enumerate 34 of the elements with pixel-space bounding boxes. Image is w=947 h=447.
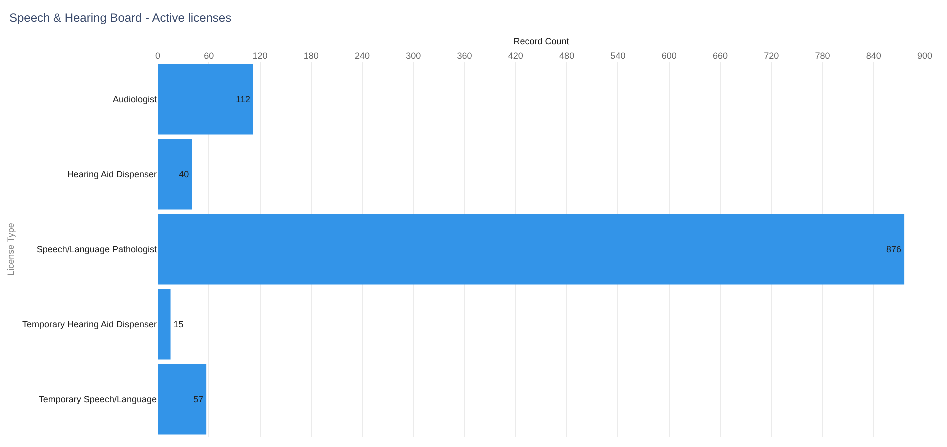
y-axis-title: License Type bbox=[6, 223, 16, 276]
x-tick-label: 480 bbox=[560, 51, 575, 62]
bar bbox=[158, 289, 171, 360]
y-tick-label: Speech/Language Pathologist bbox=[36, 244, 158, 255]
x-axis-title: Record Count bbox=[514, 36, 570, 47]
data-label: 57 bbox=[194, 394, 204, 404]
bar bbox=[158, 364, 207, 435]
x-tick-label: 300 bbox=[406, 51, 422, 62]
chart-title: Speech & Hearing Board - Active licenses bbox=[9, 10, 232, 25]
data-label: 40 bbox=[179, 170, 190, 180]
x-tick-label: 840 bbox=[866, 51, 882, 62]
y-tick-label: Temporary Hearing Aid Dispenser bbox=[22, 320, 157, 330]
x-tick-label: 420 bbox=[508, 51, 524, 62]
y-tick-label: Temporary Speech/Language bbox=[38, 394, 157, 405]
y-tick-label: Audiologist bbox=[112, 94, 158, 105]
x-tick-label: 900 bbox=[917, 51, 933, 62]
bar bbox=[158, 214, 905, 285]
x-tick-label: 120 bbox=[252, 51, 268, 62]
x-tick-label: 720 bbox=[764, 51, 780, 62]
x-tick-label: 360 bbox=[457, 51, 472, 62]
x-tick-label: 540 bbox=[610, 51, 626, 62]
y-tick-label: Hearing Aid Dispenser bbox=[67, 170, 157, 180]
x-tick-label: 240 bbox=[355, 51, 370, 62]
bar bbox=[158, 139, 192, 210]
x-tick-label: 660 bbox=[712, 51, 728, 62]
data-label: 112 bbox=[236, 94, 250, 104]
x-tick-label: 180 bbox=[304, 51, 319, 62]
bar bbox=[158, 64, 254, 135]
data-label: 15 bbox=[174, 320, 184, 330]
x-tick-label: 600 bbox=[662, 51, 677, 62]
data-label: 876 bbox=[886, 244, 902, 254]
x-tick-label: 0 bbox=[155, 51, 161, 62]
x-tick-label: 780 bbox=[815, 51, 830, 62]
x-tick-label: 60 bbox=[204, 51, 214, 62]
